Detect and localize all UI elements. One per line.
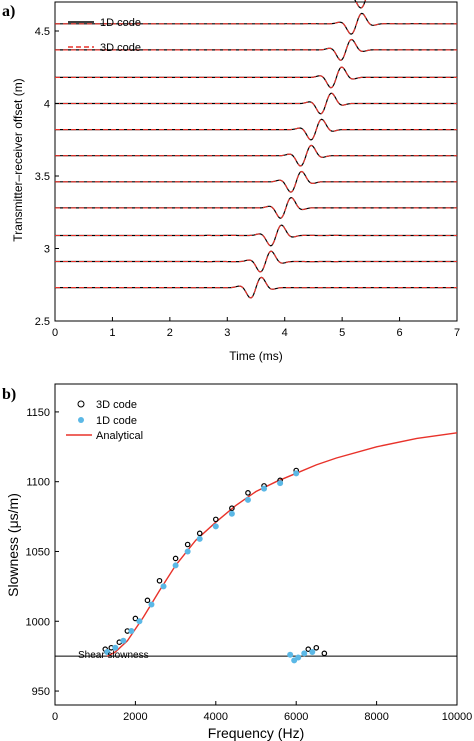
y-tick-label: 4	[44, 99, 50, 111]
point-1d-code	[128, 628, 135, 635]
point-1d-code	[148, 601, 155, 608]
y-tick-label: 4.5	[35, 26, 50, 38]
panel-a-label: a)	[2, 3, 15, 20]
panel-b-x-axis-title: Frequency (Hz)	[208, 725, 304, 741]
legend-analytical-label: Analytical	[96, 430, 143, 442]
panel-a-x-axis-title: Time (ms)	[229, 349, 283, 363]
point-1d-code	[112, 644, 119, 651]
y-tick-label: 3	[44, 244, 50, 256]
panel-b-label: b)	[2, 386, 16, 403]
x-tick-label: 8000	[364, 711, 388, 723]
analytical-line	[106, 432, 458, 657]
trace-3d-code	[55, 276, 457, 299]
point-3d-code	[213, 516, 219, 523]
point-1d-code	[293, 470, 300, 477]
shear-slowness-annotation: Shear slowness	[78, 650, 149, 661]
panel-b-legend: 3D code 1D code Analytical	[66, 399, 143, 442]
point-1d-code	[136, 618, 143, 625]
panel-a-y-axis-title: Transmitter–receiver offset (m)	[11, 78, 25, 241]
point-1d-code	[184, 548, 191, 555]
panel-a-x-ticks: 0 1 2 3 4 5 6 7	[52, 317, 460, 339]
y-tick-label: 1100	[26, 477, 50, 489]
point-1d-code	[295, 654, 302, 661]
point-1d-code	[309, 648, 316, 655]
legend-1d-code-label: 1D code	[96, 415, 137, 427]
trace-3d-code	[55, 250, 457, 273]
x-tick-label: 2000	[123, 711, 147, 723]
analytical-curve	[106, 432, 458, 657]
panel-a-legend: 1D code 3D code	[68, 17, 141, 54]
point-3d-code	[305, 646, 312, 652]
point-1d-code	[160, 583, 167, 590]
point-3d-code	[321, 650, 328, 657]
panel-a-y-ticks: 2.5 3 3.5 4 4.5	[35, 26, 59, 328]
panel-b-y-ticks: 950 1000 1050 1100 1150	[26, 407, 59, 698]
y-tick-label: 950	[32, 686, 50, 698]
panel-a-axes-frame	[54, 1, 458, 322]
x-tick-label: 4000	[204, 711, 228, 723]
trace-3d-code	[55, 118, 457, 141]
x-tick-label: 0	[52, 327, 58, 339]
point-3d-code	[156, 577, 163, 584]
x-tick-label: 6000	[284, 711, 308, 723]
point-1d-code	[277, 480, 284, 487]
point-1d-code	[196, 535, 203, 542]
panel-b-axes-frame	[54, 383, 458, 706]
x-tick-label: 10000	[442, 711, 473, 723]
point-3d-code	[313, 644, 320, 651]
point-1d-code	[104, 648, 111, 655]
point-3d-code	[196, 530, 203, 537]
x-tick-label: 2	[167, 327, 173, 339]
point-1d-code	[244, 496, 251, 503]
panel-b: b) 0 2000 4000 6000 8000 10000 950 1000 1050 110…	[2, 383, 472, 741]
y-tick-label: 3.5	[35, 171, 50, 183]
y-tick-label: 1050	[26, 546, 50, 558]
point-1d-code	[301, 650, 308, 657]
trace-3d-code	[55, 197, 457, 219]
legend-3d-code-label: 3D code	[100, 42, 141, 54]
y-tick-label: 2.5	[35, 316, 50, 328]
panel-b-y-axis-title: Slowness (μs/m)	[5, 493, 21, 597]
x-tick-label: 6	[397, 327, 403, 339]
trace-3d-code	[55, 92, 457, 115]
x-tick-label: 5	[339, 327, 345, 339]
trace-3d-code	[55, 170, 457, 193]
trace-3d-code	[55, 144, 457, 167]
point-1d-code	[212, 523, 219, 530]
point-3d-code	[245, 490, 251, 496]
point-1d-code	[228, 510, 235, 517]
point-3d-code	[172, 555, 179, 562]
point-1d-code	[287, 651, 294, 658]
x-tick-label: 3	[224, 327, 230, 339]
point-1d-code	[261, 485, 268, 492]
trace-3d-code	[55, 38, 457, 61]
trace-3d-code	[55, 12, 457, 35]
legend-3d-code-marker	[77, 400, 85, 408]
point-3d-code	[132, 615, 139, 622]
x-tick-label: 1	[109, 327, 115, 339]
legend-1d-code-label: 1D code	[100, 17, 141, 29]
legend-3d-code-label: 3D code	[96, 399, 137, 411]
point-1d-code	[172, 562, 179, 569]
y-tick-label: 1000	[26, 616, 50, 628]
point-3d-code	[184, 541, 191, 548]
x-tick-label: 0	[52, 711, 58, 723]
point-3d-code	[229, 505, 235, 512]
legend-1d-code-marker	[78, 417, 84, 423]
panel-b-x-ticks: 0 2000 4000 6000 8000 10000	[52, 701, 472, 723]
series-1d-code	[104, 470, 316, 664]
trace-1d-code	[354, 0, 367, 9]
trace-3d-code	[55, 224, 457, 247]
x-tick-label: 7	[454, 327, 460, 339]
trace-3d-code	[55, 66, 457, 89]
point-1d-code	[120, 637, 127, 644]
panel-a-traces	[55, 0, 457, 299]
y-tick-label: 1150	[26, 407, 50, 419]
x-tick-label: 4	[282, 327, 288, 339]
point-3d-code	[144, 597, 151, 604]
trace-3d-code	[354, 0, 367, 9]
